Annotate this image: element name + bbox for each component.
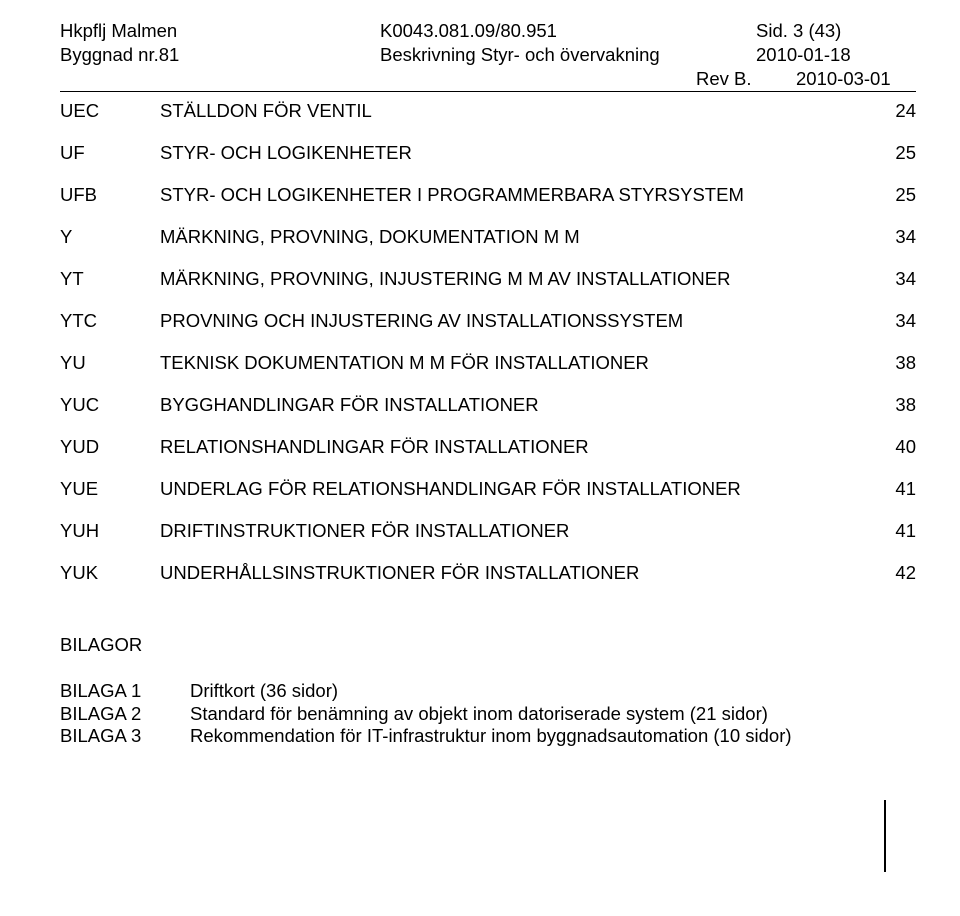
toc-title: UNDERHÅLLSINSTRUKTIONER FÖR INSTALLATION… xyxy=(160,562,876,584)
toc-code: YUC xyxy=(60,394,160,416)
toc-page: 38 xyxy=(876,394,916,416)
document-code: K0043.081.09/80.951 xyxy=(360,20,756,42)
toc-title: MÄRKNING, PROVNING, DOKUMENTATION M M xyxy=(160,226,876,248)
toc-row: YTC PROVNING OCH INJUSTERING AV INSTALLA… xyxy=(60,310,916,332)
toc-code: UF xyxy=(60,142,160,164)
toc-page: 41 xyxy=(876,478,916,500)
toc-title: BYGGHANDLINGAR FÖR INSTALLATIONER xyxy=(160,394,876,416)
toc-row: YUC BYGGHANDLINGAR FÖR INSTALLATIONER 38 xyxy=(60,394,916,416)
toc-title: STÄLLDON FÖR VENTIL xyxy=(160,100,876,122)
toc-row: YUE UNDERLAG FÖR RELATIONSHANDLINGAR FÖR… xyxy=(60,478,916,500)
toc-title: TEKNISK DOKUMENTATION M M FÖR INSTALLATI… xyxy=(160,352,876,374)
toc-page: 25 xyxy=(876,184,916,206)
toc-page: 24 xyxy=(876,100,916,122)
attachments-heading: BILAGOR xyxy=(60,634,916,656)
toc-page: 25 xyxy=(876,142,916,164)
attachment-label: BILAGA 3 xyxy=(60,725,190,748)
table-of-contents: UEC STÄLLDON FÖR VENTIL 24 UF STYR- OCH … xyxy=(60,100,916,584)
toc-code: YTC xyxy=(60,310,160,332)
toc-code: UFB xyxy=(60,184,160,206)
toc-row: UFB STYR- OCH LOGIKENHETER I PROGRAMMERB… xyxy=(60,184,916,206)
toc-page: 41 xyxy=(876,520,916,542)
toc-title: RELATIONSHANDLINGAR FÖR INSTALLATIONER xyxy=(160,436,876,458)
attachment-desc: Standard för benämning av objekt inom da… xyxy=(190,703,916,726)
toc-row: YUK UNDERHÅLLSINSTRUKTIONER FÖR INSTALLA… xyxy=(60,562,916,584)
project-name: Hkpflj Malmen xyxy=(60,20,360,42)
toc-code: YUK xyxy=(60,562,160,584)
document-title: Beskrivning Styr- och övervakning xyxy=(360,44,756,66)
attachments-list: BILAGA 1 Driftkort (36 sidor) BILAGA 2 S… xyxy=(60,680,916,748)
toc-code: YUE xyxy=(60,478,160,500)
document-date: 2010-01-18 xyxy=(756,44,916,66)
toc-code: YT xyxy=(60,268,160,290)
toc-row: YU TEKNISK DOKUMENTATION M M FÖR INSTALL… xyxy=(60,352,916,374)
toc-row: UEC STÄLLDON FÖR VENTIL 24 xyxy=(60,100,916,122)
toc-page: 42 xyxy=(876,562,916,584)
building-number: Byggnad nr.81 xyxy=(60,44,360,66)
attachment-desc: Driftkort (36 sidor) xyxy=(190,680,916,703)
toc-code: UEC xyxy=(60,100,160,122)
revision-row: Rev B. 2010-03-01 xyxy=(60,68,916,92)
attachment-label: BILAGA 1 xyxy=(60,680,190,703)
toc-row: UF STYR- OCH LOGIKENHETER 25 xyxy=(60,142,916,164)
toc-code: YUD xyxy=(60,436,160,458)
toc-page: 38 xyxy=(876,352,916,374)
change-bar-icon xyxy=(884,800,886,872)
toc-title: STYR- OCH LOGIKENHETER xyxy=(160,142,876,164)
toc-code: YUH xyxy=(60,520,160,542)
attachment-label: BILAGA 2 xyxy=(60,703,190,726)
revision-label: Rev B. xyxy=(696,68,796,90)
attachment-row: BILAGA 1 Driftkort (36 sidor) xyxy=(60,680,916,703)
header-row-2: Byggnad nr.81 Beskrivning Styr- och över… xyxy=(60,44,916,66)
toc-title: PROVNING OCH INJUSTERING AV INSTALLATION… xyxy=(160,310,876,332)
page-wrapper: Hkpflj Malmen K0043.081.09/80.951 Sid. 3… xyxy=(60,20,916,748)
toc-page: 34 xyxy=(876,226,916,248)
toc-title: UNDERLAG FÖR RELATIONSHANDLINGAR FÖR INS… xyxy=(160,478,876,500)
toc-title: STYR- OCH LOGIKENHETER I PROGRAMMERBARA … xyxy=(160,184,876,206)
toc-title: MÄRKNING, PROVNING, INJUSTERING M M AV I… xyxy=(160,268,876,290)
toc-row: YUH DRIFTINSTRUKTIONER FÖR INSTALLATIONE… xyxy=(60,520,916,542)
toc-page: 34 xyxy=(876,310,916,332)
toc-title: DRIFTINSTRUKTIONER FÖR INSTALLATIONER xyxy=(160,520,876,542)
header-row-1: Hkpflj Malmen K0043.081.09/80.951 Sid. 3… xyxy=(60,20,916,42)
toc-code: Y xyxy=(60,226,160,248)
toc-page: 40 xyxy=(876,436,916,458)
attachment-desc: Rekommendation för IT-infrastruktur inom… xyxy=(190,725,916,748)
toc-row: YUD RELATIONSHANDLINGAR FÖR INSTALLATION… xyxy=(60,436,916,458)
attachment-row: BILAGA 2 Standard för benämning av objek… xyxy=(60,703,916,726)
toc-row: Y MÄRKNING, PROVNING, DOKUMENTATION M M … xyxy=(60,226,916,248)
attachment-row: BILAGA 3 Rekommendation för IT-infrastru… xyxy=(60,725,916,748)
toc-code: YU xyxy=(60,352,160,374)
toc-row: YT MÄRKNING, PROVNING, INJUSTERING M M A… xyxy=(60,268,916,290)
revision-date: 2010-03-01 xyxy=(796,68,916,90)
page-indicator: Sid. 3 (43) xyxy=(756,20,916,42)
toc-page: 34 xyxy=(876,268,916,290)
